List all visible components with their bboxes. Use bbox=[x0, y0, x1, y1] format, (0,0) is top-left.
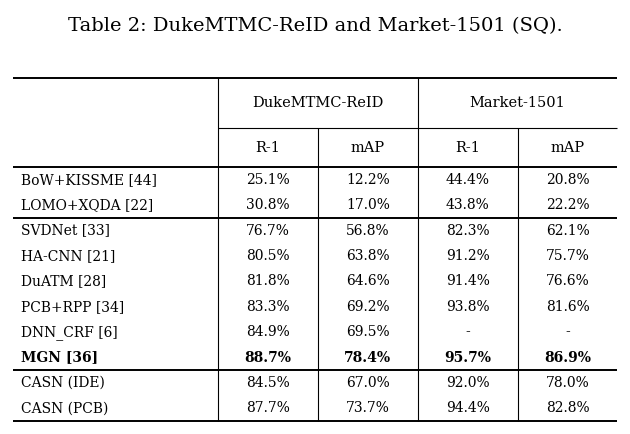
Text: BoW+KISSME [44]: BoW+KISSME [44] bbox=[21, 173, 157, 187]
Text: 17.0%: 17.0% bbox=[346, 198, 390, 212]
Text: SVDNet [33]: SVDNet [33] bbox=[21, 224, 110, 237]
Text: 78.4%: 78.4% bbox=[345, 351, 391, 365]
Text: 25.1%: 25.1% bbox=[246, 173, 290, 187]
Text: 83.3%: 83.3% bbox=[246, 300, 290, 314]
Text: 63.8%: 63.8% bbox=[346, 249, 390, 263]
Text: HA-CNN [21]: HA-CNN [21] bbox=[21, 249, 115, 263]
Text: -: - bbox=[466, 325, 470, 339]
Text: 78.0%: 78.0% bbox=[546, 376, 590, 390]
Text: 67.0%: 67.0% bbox=[346, 376, 390, 390]
Text: 81.8%: 81.8% bbox=[246, 274, 290, 288]
Text: 76.6%: 76.6% bbox=[546, 274, 590, 288]
Text: MGN [36]: MGN [36] bbox=[21, 351, 98, 365]
Text: 92.0%: 92.0% bbox=[446, 376, 490, 390]
Text: DuATM [28]: DuATM [28] bbox=[21, 274, 106, 288]
Text: DNN_CRF [6]: DNN_CRF [6] bbox=[21, 325, 118, 339]
Text: 81.6%: 81.6% bbox=[546, 300, 590, 314]
Text: -: - bbox=[565, 325, 570, 339]
Text: 43.8%: 43.8% bbox=[446, 198, 490, 212]
Text: DukeMTMC-ReID: DukeMTMC-ReID bbox=[253, 96, 384, 110]
Text: 87.7%: 87.7% bbox=[246, 401, 290, 415]
Text: 62.1%: 62.1% bbox=[546, 224, 590, 237]
Text: CASN (PCB): CASN (PCB) bbox=[21, 401, 108, 415]
Text: 82.8%: 82.8% bbox=[546, 401, 589, 415]
Text: 91.2%: 91.2% bbox=[446, 249, 490, 263]
Text: Table 2: DukeMTMC-ReID and Market-1501 (SQ).: Table 2: DukeMTMC-ReID and Market-1501 (… bbox=[67, 17, 563, 35]
Text: 76.7%: 76.7% bbox=[246, 224, 290, 237]
Text: R-1: R-1 bbox=[256, 141, 280, 155]
Text: 73.7%: 73.7% bbox=[346, 401, 390, 415]
Text: 44.4%: 44.4% bbox=[445, 173, 490, 187]
Text: mAP: mAP bbox=[351, 141, 385, 155]
Text: 88.7%: 88.7% bbox=[244, 351, 292, 365]
Text: CASN (IDE): CASN (IDE) bbox=[21, 376, 105, 390]
Text: 84.5%: 84.5% bbox=[246, 376, 290, 390]
Text: PCB+RPP [34]: PCB+RPP [34] bbox=[21, 300, 124, 314]
Text: 12.2%: 12.2% bbox=[346, 173, 390, 187]
Text: 64.6%: 64.6% bbox=[346, 274, 390, 288]
Text: 69.2%: 69.2% bbox=[346, 300, 390, 314]
Text: LOMO+XQDA [22]: LOMO+XQDA [22] bbox=[21, 198, 153, 212]
Text: 69.5%: 69.5% bbox=[346, 325, 390, 339]
Text: 30.8%: 30.8% bbox=[246, 198, 290, 212]
Text: 84.9%: 84.9% bbox=[246, 325, 290, 339]
Text: 56.8%: 56.8% bbox=[346, 224, 390, 237]
Text: mAP: mAP bbox=[551, 141, 585, 155]
Text: 91.4%: 91.4% bbox=[446, 274, 490, 288]
Text: Market-1501: Market-1501 bbox=[470, 96, 566, 110]
Text: 75.7%: 75.7% bbox=[546, 249, 590, 263]
Text: 94.4%: 94.4% bbox=[446, 401, 490, 415]
Text: 86.9%: 86.9% bbox=[544, 351, 591, 365]
Text: 93.8%: 93.8% bbox=[446, 300, 490, 314]
Text: 22.2%: 22.2% bbox=[546, 198, 589, 212]
Text: 80.5%: 80.5% bbox=[246, 249, 290, 263]
Text: R-1: R-1 bbox=[455, 141, 480, 155]
Text: 95.7%: 95.7% bbox=[444, 351, 491, 365]
Text: 20.8%: 20.8% bbox=[546, 173, 589, 187]
Text: 82.3%: 82.3% bbox=[446, 224, 490, 237]
